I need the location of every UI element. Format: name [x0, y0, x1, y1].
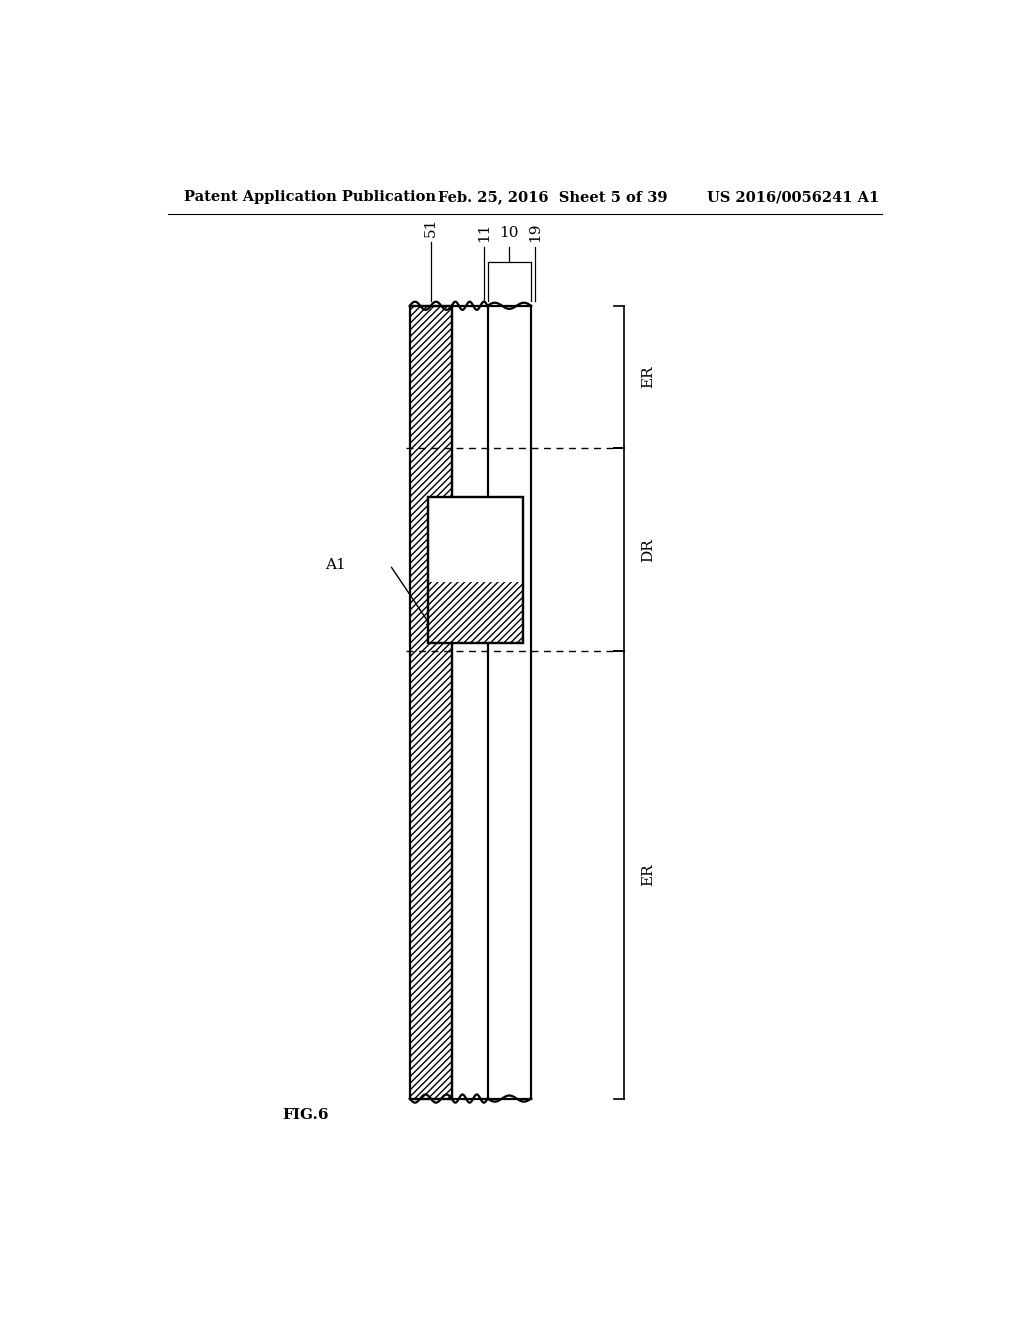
Text: 11: 11 [477, 222, 492, 242]
Text: ER: ER [641, 863, 655, 886]
Text: Patent Application Publication: Patent Application Publication [183, 190, 435, 205]
Bar [487, 306, 531, 1098]
Text: A1: A1 [326, 558, 346, 572]
Text: FIG.6: FIG.6 [283, 1107, 330, 1122]
Text: ER: ER [641, 366, 655, 388]
Bar [452, 306, 487, 1098]
Bar [410, 306, 452, 1098]
Bar [428, 496, 523, 643]
Text: 10: 10 [500, 226, 519, 240]
Text: US 2016/0056241 A1: US 2016/0056241 A1 [708, 190, 880, 205]
Text: 51: 51 [424, 218, 437, 236]
Bar [428, 496, 523, 643]
Text: Feb. 25, 2016  Sheet 5 of 39: Feb. 25, 2016 Sheet 5 of 39 [437, 190, 667, 205]
Text: DR: DR [641, 537, 655, 561]
Bar [428, 582, 523, 643]
Text: 19: 19 [528, 222, 542, 242]
